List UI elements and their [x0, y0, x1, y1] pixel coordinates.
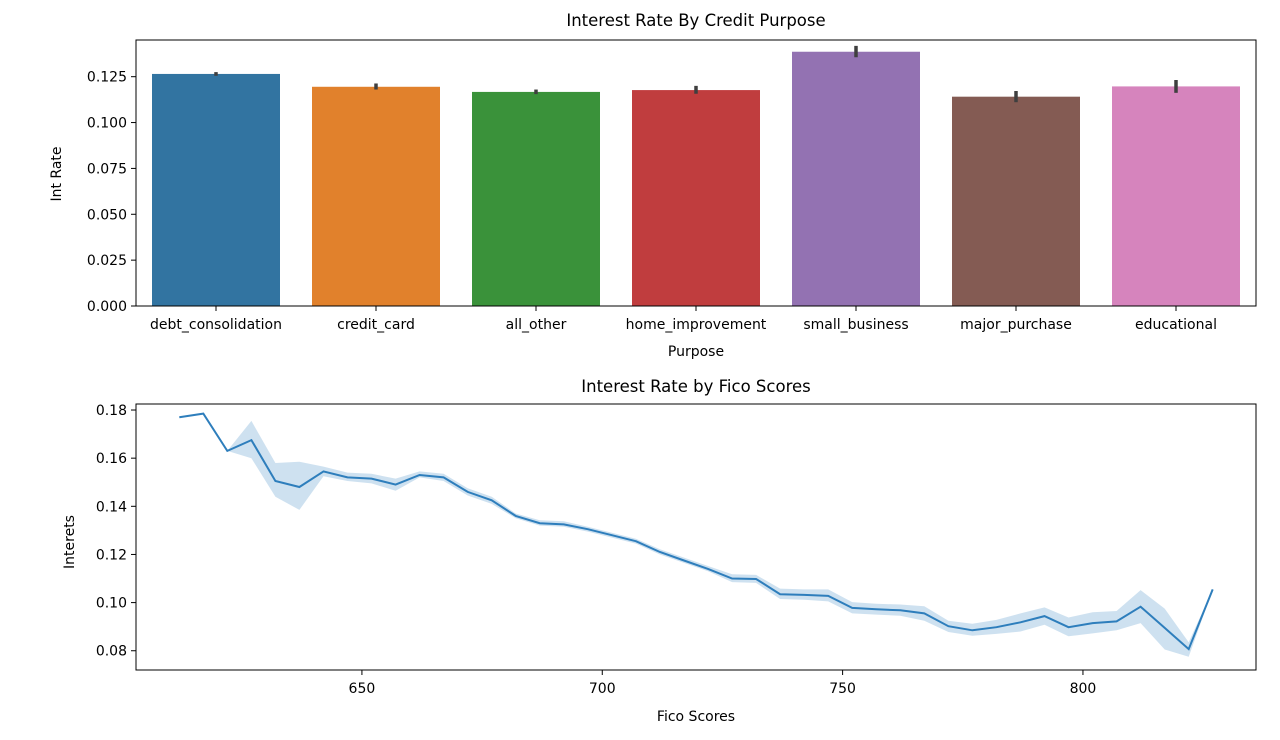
bar-home-improvement: [632, 90, 760, 306]
line-chart-fico-scores: Interest Rate by Fico Scores 0.08 0.10 0.1…: [62, 377, 1257, 725]
bar-chart-title: Interest Rate By Credit Purpose: [566, 11, 825, 30]
bar-credit-card: [312, 86, 440, 306]
line-chart-y-ticks: 0.08 0.10 0.12 0.14 0.16 0.18: [96, 403, 136, 660]
x-tick-label: all_other: [506, 317, 567, 333]
line-chart-title: Interest Rate by Fico Scores: [581, 377, 811, 396]
x-tick-label: home_improvement: [626, 317, 767, 333]
y-tick-label: 0.08: [96, 644, 127, 660]
y-tick-label: 0.000: [87, 299, 127, 315]
interest-line: [179, 412, 1214, 651]
x-tick-label: 750: [829, 681, 856, 697]
y-tick-label: 0.10: [96, 596, 127, 612]
confidence-band: [179, 413, 1213, 657]
x-tick-label: debt_consolidation: [150, 317, 282, 333]
line-chart-y-label: Interets: [62, 515, 78, 569]
x-tick-label: small_business: [803, 317, 908, 333]
bar-chart-y-ticks: 0.000 0.025 0.050 0.075 0.100 0.125: [87, 70, 136, 315]
x-tick-label: 800: [1070, 681, 1097, 697]
bar-chart-x-label: Purpose: [668, 344, 724, 360]
y-tick-label: 0.12: [96, 547, 127, 563]
line-chart-x-label: Fico Scores: [657, 709, 735, 725]
bar-major-purchase: [952, 96, 1080, 306]
y-tick-label: 0.100: [87, 116, 127, 132]
bar-chart-x-ticks: debt_consolidation credit_card all_other ho…: [150, 306, 1217, 333]
y-tick-label: 0.125: [87, 70, 127, 86]
y-tick-label: 0.18: [96, 403, 127, 419]
line-chart-x-ticks: 650 700 750 800: [349, 670, 1097, 697]
bar-series: [152, 51, 1240, 306]
bar-all-other: [472, 91, 600, 306]
y-tick-label: 0.025: [87, 253, 127, 269]
error-bars: [214, 45, 1178, 103]
bar-debt-consolidation: [152, 73, 280, 306]
x-tick-label: credit_card: [337, 317, 415, 333]
bar-small-business: [792, 51, 920, 306]
x-tick-label: 650: [349, 681, 376, 697]
bar-chart-y-label: Int Rate: [49, 146, 65, 201]
bar-educational: [1112, 86, 1240, 306]
line-chart-plot-frame: [135, 403, 1257, 671]
y-tick-label: 0.075: [87, 161, 127, 177]
x-tick-label: 700: [589, 681, 616, 697]
y-tick-label: 0.050: [87, 207, 127, 223]
y-tick-label: 0.14: [96, 499, 127, 515]
bar-chart-credit-purpose: Interest Rate By Credit Purpose 0.0000.0…: [49, 11, 1257, 360]
y-tick-label: 0.16: [96, 451, 127, 467]
x-tick-label: major_purchase: [960, 317, 1072, 333]
x-tick-label: educational: [1135, 317, 1217, 333]
